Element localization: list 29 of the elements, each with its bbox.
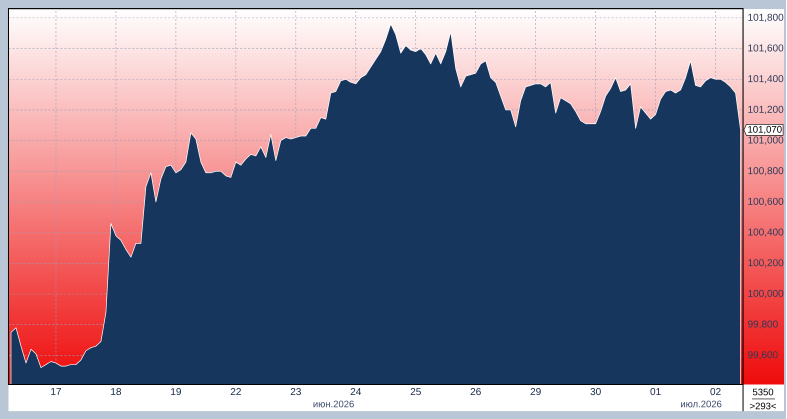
x-tick-label: 23 [290, 388, 301, 395]
y-tick-label: 101,800 [748, 14, 784, 22]
text: июл.2026 [681, 400, 722, 408]
y-tick-label: 101,200 [748, 106, 784, 114]
x-tick-label: 24 [350, 388, 362, 395]
x-tick-label: 30 [590, 388, 601, 395]
y-tick-label: 100,400 [748, 228, 784, 237]
x-tick-label: 25 [410, 388, 421, 395]
y-tick-label: 100,800 [748, 166, 784, 176]
x-tick-label: 29 [530, 388, 541, 395]
x-tick-label: 02 [710, 388, 721, 395]
x-tick-label: 01 [650, 388, 661, 395]
y-tick-label: 99,800 [748, 320, 778, 329]
text: июн.2026 [314, 400, 354, 408]
y-tick-label: 101,400 [748, 74, 784, 84]
x-tick-label: 26 [470, 388, 481, 395]
x-tick-label: 22 [230, 388, 241, 395]
x-tick-label: 17 [51, 388, 62, 395]
y-tick-label: 100,200 [748, 258, 784, 268]
y-tick-label: 101,000 [748, 136, 784, 145]
y-tick-label: 100,000 [748, 290, 784, 298]
x-tick-label: 19 [171, 388, 181, 395]
x-tick-label: 18 [111, 388, 122, 395]
y-tick-label: 99,600 [748, 351, 778, 360]
y-tick-label: 101,600 [748, 44, 784, 52]
y-tick-label: 100,600 [748, 198, 784, 206]
text: >293< [750, 402, 776, 410]
text: 101,070 [748, 126, 782, 134]
text: 5350 [752, 388, 774, 396]
